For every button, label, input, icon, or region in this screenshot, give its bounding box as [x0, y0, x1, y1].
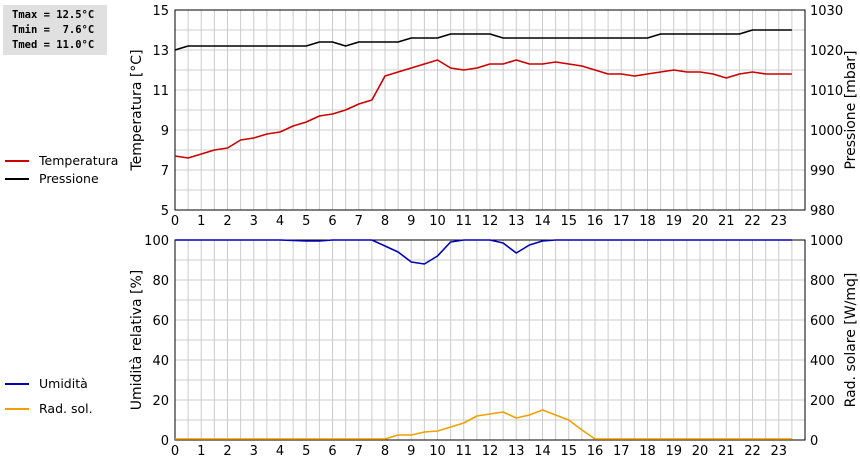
- x-tick-label: 9: [407, 214, 415, 229]
- legend-label: Rad. sol.: [39, 401, 93, 416]
- x-tick-label: 15: [560, 444, 577, 459]
- x-tick-label: 20: [692, 214, 709, 229]
- x-tick-label: 10: [429, 214, 446, 229]
- x-tick-label: 6: [328, 444, 336, 459]
- y-tick-label-right: 990: [810, 164, 835, 179]
- x-tick-label: 0: [171, 444, 179, 459]
- x-tick-label: 13: [508, 444, 525, 459]
- y-tick-label-left: 9: [161, 124, 169, 139]
- y-tick-label-left: 5: [161, 204, 169, 219]
- y-axis-title-right: Pressione [mbar]: [843, 50, 859, 169]
- temp-panel: 0 1 2 3 4 5 6 7 8 9 10 11 12 13 14 15 16 17 18 19 20 21 22 2357…: [5, 4, 859, 229]
- x-tick-label: 18: [639, 444, 656, 459]
- x-tick-label: 1: [197, 444, 205, 459]
- x-tick-label: 3: [250, 214, 258, 229]
- y-tick-label-left: 7: [161, 164, 169, 179]
- x-tick-label: 12: [482, 214, 499, 229]
- y-tick-label-right: 1020: [810, 44, 843, 59]
- x-tick-label: 17: [613, 444, 630, 459]
- y-tick-label-right: 980: [810, 204, 835, 219]
- y-tick-label-right: 800: [810, 274, 835, 289]
- y-axis-title-left: Temperatura [°C]: [129, 49, 145, 171]
- y-tick-label-left: 15: [152, 4, 169, 19]
- x-tick-label: 7: [355, 214, 363, 229]
- x-tick-label: 5: [302, 444, 310, 459]
- y-tick-label-left: 100: [144, 234, 169, 249]
- x-tick-label: 4: [276, 444, 284, 459]
- series-line-3: [175, 409, 792, 440]
- x-tick-label: 21: [718, 444, 735, 459]
- x-tick-label: 3: [250, 444, 258, 459]
- plot-frame: [174, 9, 806, 211]
- legend-label: Pressione: [39, 171, 99, 186]
- x-tick-label: 1: [197, 214, 205, 229]
- tmax-label: Tmax = 12.5°C: [12, 9, 95, 21]
- y-tick-label-left: 0: [161, 434, 169, 449]
- x-tick-label: 9: [407, 444, 415, 459]
- x-tick-label: 12: [482, 444, 499, 459]
- y-tick-label-right: 400: [810, 354, 835, 369]
- x-tick-label: 4: [276, 214, 284, 229]
- x-tick-label: 22: [744, 444, 761, 459]
- x-tick-label: 0: [171, 214, 179, 229]
- y-tick-label-left: 80: [152, 274, 169, 289]
- x-tick-label: 23: [770, 444, 787, 459]
- x-tick-label: 22: [744, 214, 761, 229]
- stats-box: Tmax = 12.5°C Tmin = 7.6°C Tmed = 11.0°C: [3, 5, 107, 55]
- x-tick-label: 14: [534, 444, 551, 459]
- y-tick-label-left: 11: [152, 84, 169, 99]
- tmin-label: Tmin = 7.6°C: [12, 24, 95, 36]
- y-tick-label-right: 200: [810, 394, 835, 409]
- y-tick-label-right: 1030: [810, 4, 843, 19]
- x-tick-label: 5: [302, 214, 310, 229]
- legend-label: Temperatura: [38, 153, 118, 168]
- legend-label: Umidità: [39, 376, 88, 391]
- y-tick-label-left: 13: [152, 44, 169, 59]
- series-line-1: [174, 29, 792, 51]
- x-tick-label: 16: [587, 214, 604, 229]
- y-tick-label-right: 1000: [810, 124, 843, 139]
- x-tick-label: 7: [355, 444, 363, 459]
- x-tick-label: 16: [587, 444, 604, 459]
- y-tick-label-left: 60: [152, 314, 169, 329]
- x-tick-label: 8: [381, 214, 389, 229]
- y-tick-label-left: 20: [152, 394, 169, 409]
- y-axis-title-left: Umidità relativa [%]: [129, 270, 145, 411]
- x-tick-label: 2: [223, 214, 231, 229]
- y-tick-label-left: 40: [152, 354, 169, 369]
- x-tick-label: 17: [613, 214, 630, 229]
- y-tick-label-right: 1010: [810, 84, 843, 99]
- x-tick-label: 11: [455, 444, 472, 459]
- x-tick-label: 19: [665, 214, 682, 229]
- hum-panel: 0 1 2 3 4 5 6 7 8 9 10 11 12 13 14 15 16 17 18 19 20 21 22 2302…: [5, 234, 859, 459]
- y-tick-label-right: 0: [810, 434, 818, 449]
- x-tick-label: 20: [692, 444, 709, 459]
- x-tick-label: 14: [534, 214, 551, 229]
- x-tick-label: 15: [560, 214, 577, 229]
- y-tick-label-right: 600: [810, 314, 835, 329]
- tmed-label: Tmed = 11.0°C: [12, 39, 95, 51]
- x-tick-label: 10: [429, 444, 446, 459]
- series-line-2: [175, 239, 792, 265]
- x-tick-label: 21: [718, 214, 735, 229]
- x-tick-label: 23: [770, 214, 787, 229]
- x-tick-label: 11: [455, 214, 472, 229]
- x-tick-label: 18: [639, 214, 656, 229]
- x-tick-label: 13: [508, 214, 525, 229]
- y-axis-title-right: Rad. solare [W/mq]: [843, 273, 859, 408]
- series-line-0: [174, 59, 792, 159]
- x-tick-label: 19: [665, 444, 682, 459]
- x-tick-label: 2: [223, 444, 231, 459]
- y-tick-label-right: 1000: [810, 234, 843, 249]
- x-tick-label: 6: [328, 214, 336, 229]
- x-tick-label: 8: [381, 444, 389, 459]
